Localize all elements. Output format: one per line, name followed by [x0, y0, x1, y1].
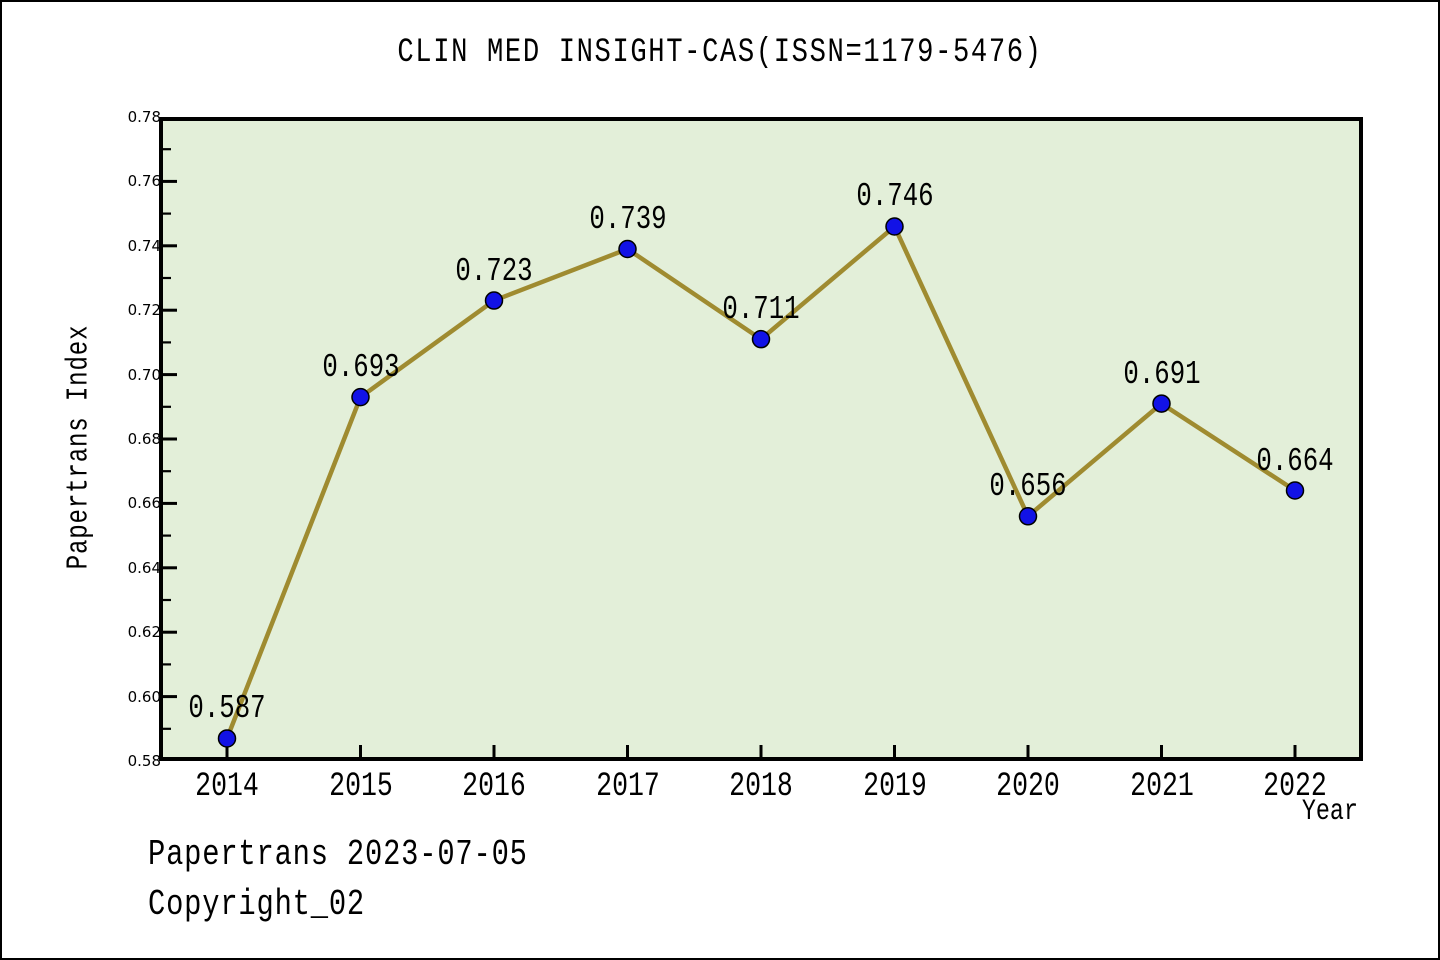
plot-background: [159, 117, 1363, 761]
y-tick-label: 0.70: [127, 365, 161, 384]
plot-area: [159, 117, 1363, 761]
x-tick-label-2021: 2021: [1129, 768, 1194, 806]
footer-provenance: Papertrans 2023-07-05: [148, 834, 528, 875]
data-point-2022: [1285, 481, 1305, 500]
data-point-2017: [618, 239, 637, 259]
chart-title: CLIN MED INSIGHT-CAS(ISSN=1179-5476): [397, 34, 1043, 72]
y-tick-label: 0.76: [127, 172, 161, 191]
x-tick-label-2015: 2015: [328, 768, 393, 806]
y-tick-label: 0.78: [127, 108, 161, 126]
x-tick-label-2016: 2016: [462, 768, 526, 806]
data-point-2021: [1152, 394, 1171, 413]
y-tick-label: 0.62: [127, 623, 161, 642]
y-tick-label: 0.72: [127, 301, 161, 320]
x-tick-label-2018: 2018: [729, 768, 793, 806]
data-point-2016: [484, 291, 504, 310]
data-point-2015: [351, 387, 370, 407]
axes-frame: [159, 117, 1363, 761]
point-label-2015: 0.693: [321, 349, 400, 387]
y-tick-label: 0.64: [127, 558, 161, 577]
y-tick-label: 0.68: [127, 430, 161, 448]
y-tick-label: 0.60: [127, 687, 161, 706]
x-tick-label-2019: 2019: [862, 768, 927, 806]
data-point-2014: [217, 729, 237, 748]
point-label-2017: 0.739: [588, 201, 667, 239]
y-tick-label: 0.66: [127, 494, 161, 513]
point-label-2021: 0.691: [1122, 355, 1201, 393]
data-point-2019: [885, 217, 904, 236]
point-label-2022: 0.664: [1256, 442, 1334, 480]
point-label-2014: 0.587: [188, 690, 266, 728]
footer-copyright: Copyright_02: [148, 884, 365, 925]
point-label-2019: 0.746: [855, 178, 934, 216]
y-tick-label: 0.74: [127, 236, 161, 255]
point-label-2020: 0.656: [989, 468, 1067, 506]
x-tick-label-2014: 2014: [195, 768, 259, 806]
y-axis-label: Papertrans Index: [61, 324, 97, 570]
x-axis-label: Year: [1301, 795, 1358, 829]
point-label-2016: 0.723: [455, 252, 533, 290]
x-tick-label-2020: 2020: [996, 768, 1060, 806]
x-tick-label-2022: 2022: [1263, 768, 1327, 806]
x-tick-label-2017: 2017: [595, 768, 660, 806]
point-label-2018: 0.711: [722, 291, 800, 329]
y-tick-label: 0.58: [127, 752, 161, 770]
data-point-2018: [751, 329, 771, 349]
data-point-2020: [1018, 507, 1038, 526]
